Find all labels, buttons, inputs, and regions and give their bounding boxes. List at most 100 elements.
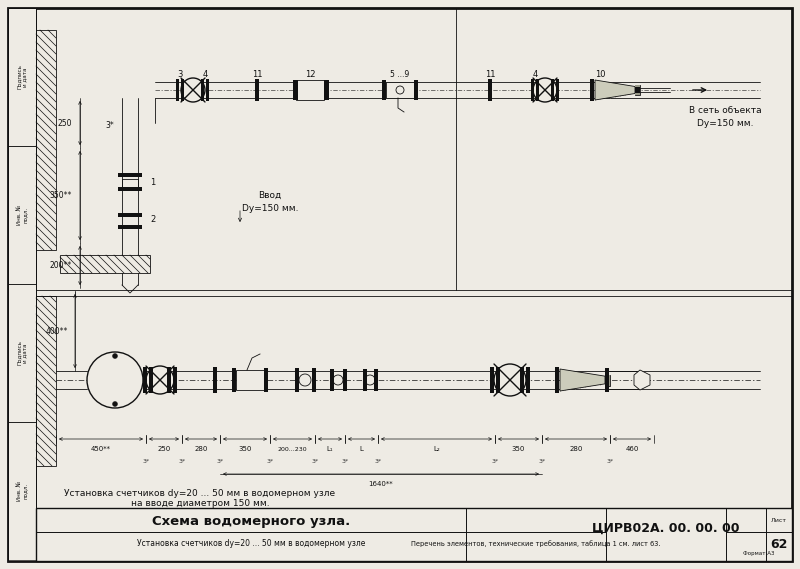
Text: 3*: 3* — [217, 459, 223, 464]
Text: Dy=150 мм.: Dy=150 мм. — [242, 204, 298, 212]
Bar — [149, 367, 153, 393]
Bar — [635, 85, 640, 95]
Bar — [122, 179, 138, 187]
Bar — [414, 80, 418, 100]
Text: 350: 350 — [512, 446, 525, 452]
Bar — [8, 8, 36, 561]
Text: 62: 62 — [770, 538, 788, 550]
Text: 200...230: 200...230 — [278, 447, 307, 451]
Bar — [490, 367, 494, 393]
Bar — [206, 79, 209, 101]
Text: 3*: 3* — [342, 459, 349, 464]
Polygon shape — [560, 369, 605, 391]
Bar — [293, 80, 298, 100]
Circle shape — [365, 375, 375, 385]
Bar — [382, 80, 386, 100]
Text: 11: 11 — [485, 69, 495, 79]
Bar — [264, 368, 268, 392]
Bar — [343, 369, 347, 391]
Text: 5 ...9: 5 ...9 — [390, 69, 410, 79]
Text: 4: 4 — [202, 69, 208, 79]
Circle shape — [113, 402, 118, 406]
Bar — [635, 85, 640, 95]
Bar — [496, 367, 500, 393]
Bar — [236, 370, 264, 390]
Bar — [363, 369, 367, 391]
Text: Формат А3: Формат А3 — [743, 551, 774, 556]
Text: 3*: 3* — [266, 459, 274, 464]
Bar — [8, 146, 36, 284]
Text: 1640**: 1640** — [369, 481, 394, 487]
Bar — [8, 284, 36, 422]
Text: 350: 350 — [238, 446, 252, 452]
Text: Инв. №
подл.: Инв. № подл. — [17, 481, 27, 501]
Text: Лист: Лист — [771, 517, 787, 522]
Bar — [36, 296, 56, 466]
Text: Схема водомерного узла.: Схема водомерного узла. — [152, 514, 350, 527]
Text: Подпись
и дата: Подпись и дата — [17, 64, 27, 89]
Bar — [605, 374, 610, 386]
Text: 200**: 200** — [50, 261, 72, 270]
Text: 460: 460 — [626, 446, 638, 452]
Bar — [173, 367, 177, 393]
Text: 3*: 3* — [374, 459, 382, 464]
Circle shape — [146, 366, 174, 394]
Bar — [118, 173, 142, 177]
Text: 2: 2 — [150, 215, 155, 224]
Polygon shape — [595, 80, 635, 100]
Bar — [36, 30, 56, 250]
Polygon shape — [634, 370, 650, 390]
Bar — [312, 368, 316, 392]
Text: Установка счетчиков dy=20 ... 50 мм в водомерном узле: Установка счетчиков dy=20 ... 50 мм в во… — [137, 539, 365, 549]
Bar — [386, 82, 414, 98]
Bar — [324, 80, 329, 100]
Text: Dy=150 мм.: Dy=150 мм. — [697, 118, 754, 127]
Bar — [374, 369, 378, 391]
Bar — [296, 80, 324, 100]
Bar — [255, 79, 259, 101]
Bar — [605, 374, 610, 386]
Bar — [551, 79, 554, 101]
Bar — [526, 367, 530, 393]
Text: Перечень элементов, технические требования, таблица 1 см. лист 63.: Перечень элементов, технические требован… — [411, 541, 661, 547]
Bar — [201, 79, 204, 101]
Circle shape — [181, 78, 205, 102]
Text: 250: 250 — [58, 118, 72, 127]
Bar — [555, 367, 559, 393]
Text: 3*: 3* — [538, 459, 546, 464]
Circle shape — [333, 375, 343, 385]
Bar — [635, 87, 640, 93]
Text: L: L — [359, 446, 363, 452]
Text: 3*: 3* — [491, 459, 498, 464]
Bar — [295, 368, 299, 392]
Text: 400**: 400** — [46, 327, 68, 336]
Text: 350**: 350** — [50, 191, 72, 200]
Circle shape — [299, 374, 311, 386]
Text: Ввод: Ввод — [258, 191, 282, 200]
Bar — [232, 368, 236, 392]
Circle shape — [113, 353, 118, 358]
Text: 280: 280 — [570, 446, 582, 452]
Bar — [118, 187, 142, 191]
Text: ЦИРВ02А. 00. 00. 00: ЦИРВ02А. 00. 00. 00 — [592, 522, 740, 534]
Bar — [330, 369, 334, 391]
Text: 1: 1 — [150, 178, 155, 187]
Text: 450**: 450** — [91, 446, 111, 452]
Text: 3*: 3* — [606, 459, 614, 464]
Text: L₁: L₁ — [326, 446, 334, 452]
Bar — [605, 368, 609, 392]
Bar — [36, 508, 792, 561]
Text: Инв. №
подл.: Инв. № подл. — [17, 205, 27, 225]
Text: 3*: 3* — [311, 459, 318, 464]
Text: 3*: 3* — [106, 121, 114, 130]
Text: 250: 250 — [158, 446, 170, 452]
Text: 3*: 3* — [178, 459, 186, 464]
Bar — [176, 79, 179, 101]
Bar — [118, 213, 142, 217]
Bar — [590, 79, 594, 101]
Text: L₂: L₂ — [433, 446, 440, 452]
Bar — [8, 8, 36, 146]
Text: 12: 12 — [305, 69, 315, 79]
Bar — [8, 422, 36, 560]
Text: на вводе диаметром 150 мм.: на вводе диаметром 150 мм. — [130, 498, 270, 508]
